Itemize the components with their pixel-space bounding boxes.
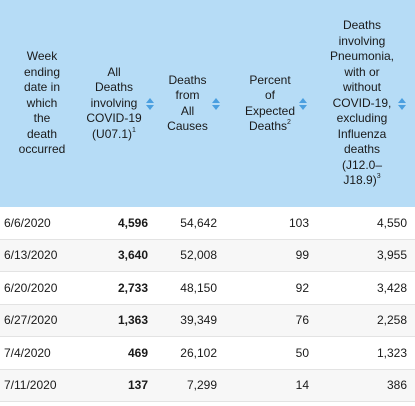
col-header-week-text: Week ending date in which the death occu… [19,49,66,158]
header-line: ending [23,64,61,79]
header-line: the [33,111,51,126]
header-line: All [107,64,121,79]
header-line: of [264,88,275,102]
week-cell: 6/27/2020 [0,304,84,337]
week-cell: 7/11/2020 [0,369,84,402]
week-cell: 6/13/2020 [0,239,84,272]
header-line: date in [23,80,61,95]
week-cell: 6/20/2020 [0,271,84,305]
footnote-marker: 3 [376,173,381,181]
table-row: 7/11/2020 137 7,299 14 386 [0,369,415,402]
header-line: deaths [343,142,380,157]
covid-deaths-cell: 2,733 [84,271,156,305]
table-row: 7/4/2020 469 26,102 50 1,323 [0,336,415,370]
col-header-covid-deaths[interactable]: All Deaths involving COVID-19 (U07.1)1 [84,0,156,207]
header-line: (U07.1) [92,126,133,141]
all-causes-cell: 26,102 [156,336,231,370]
all-causes-cell: 54,642 [156,207,231,240]
table-header: Week ending date in which the death occu… [0,0,415,207]
col-header-covid-deaths-text: All Deaths involving COVID-19 (U07.1)1 [86,65,141,143]
header-line: involving [90,95,138,110]
header-line: Deaths [168,72,207,87]
table-body: 6/6/2020 4,596 54,642 103 4,550 6/13/202… [0,207,415,402]
covid-deaths-cell: 137 [84,369,156,402]
sort-updown-icon[interactable] [145,97,154,110]
percent-expected-cell: 50 [231,336,321,370]
sort-updown-icon[interactable] [211,97,220,110]
all-causes-cell: 7,299 [156,369,231,402]
percent-expected-cell: 76 [231,304,321,337]
header-line: All [180,103,195,118]
covid-deaths-cell: 469 [84,336,156,370]
header-line: Week [26,49,58,64]
header-line: Deaths [249,119,288,133]
pneumonia-cell: 3,955 [321,239,415,272]
percent-expected-cell: 103 [231,207,321,240]
col-header-all-causes[interactable]: Deaths from All Causes [156,0,231,207]
table-row: 6/20/2020 2,733 48,150 92 3,428 [0,271,415,305]
table-row: 6/27/2020 1,363 39,349 76 2,258 [0,304,415,337]
pneumonia-cell: 2,258 [321,304,415,337]
col-header-percent-expected-text: Percent of Expected Deaths2 [245,73,295,135]
header-line: Pneumonia, [329,49,395,64]
percent-expected-cell: 99 [231,239,321,272]
sort-updown-icon[interactable] [398,97,407,110]
table-row: 6/6/2020 4,596 54,642 103 4,550 [0,207,415,240]
pneumonia-cell: 386 [321,369,415,402]
sort-updown-icon[interactable] [299,97,308,110]
col-header-percent-expected[interactable]: Percent of Expected Deaths2 [231,0,321,207]
header-line: COVID-19, [332,95,392,110]
header-line: with or [344,64,380,79]
all-causes-cell: 48,150 [156,271,231,305]
pneumonia-cell: 3,428 [321,271,415,305]
all-causes-cell: 52,008 [156,239,231,272]
header-line: occurred [18,142,66,157]
week-cell: 6/6/2020 [0,207,84,240]
header-line: Influenza [337,126,387,141]
header-line: which [26,95,58,110]
col-header-all-causes-text: Deaths from All Causes [167,73,208,135]
header-line: Expected [244,103,296,118]
header-line: (J12.0– [341,157,382,172]
header-line: Percent [249,72,291,87]
pneumonia-cell: 1,323 [321,336,415,370]
header-line: without [342,80,381,95]
percent-expected-cell: 92 [231,271,321,305]
header-line: involving [338,33,386,48]
table-row: 6/13/2020 3,640 52,008 99 3,955 [0,239,415,272]
week-cell: 7/4/2020 [0,336,84,370]
col-header-week: Week ending date in which the death occu… [0,0,84,207]
header-line: J18.9) [343,173,377,188]
header-line: from [175,88,200,102]
pneumonia-cell: 4,550 [321,207,415,240]
header-line: death [26,126,58,141]
header-line: Deaths [94,80,133,95]
header-line: COVID-19 [86,111,142,126]
col-header-pneumonia-text: Deaths involving Pneumonia, with or with… [330,18,394,189]
footnote-marker: 1 [132,126,136,134]
col-header-pneumonia[interactable]: Deaths involving Pneumonia, with or with… [321,0,415,207]
header-line: Causes [167,119,208,133]
footnote-marker: 2 [287,119,291,126]
header-line: Deaths [342,18,381,33]
all-causes-cell: 39,349 [156,304,231,337]
percent-expected-cell: 14 [231,369,321,402]
covid-deaths-cell: 4,596 [84,207,156,240]
covid-deaths-cell: 3,640 [84,239,156,272]
header-line: excluding [336,111,388,126]
covid-deaths-cell: 1,363 [84,304,156,337]
